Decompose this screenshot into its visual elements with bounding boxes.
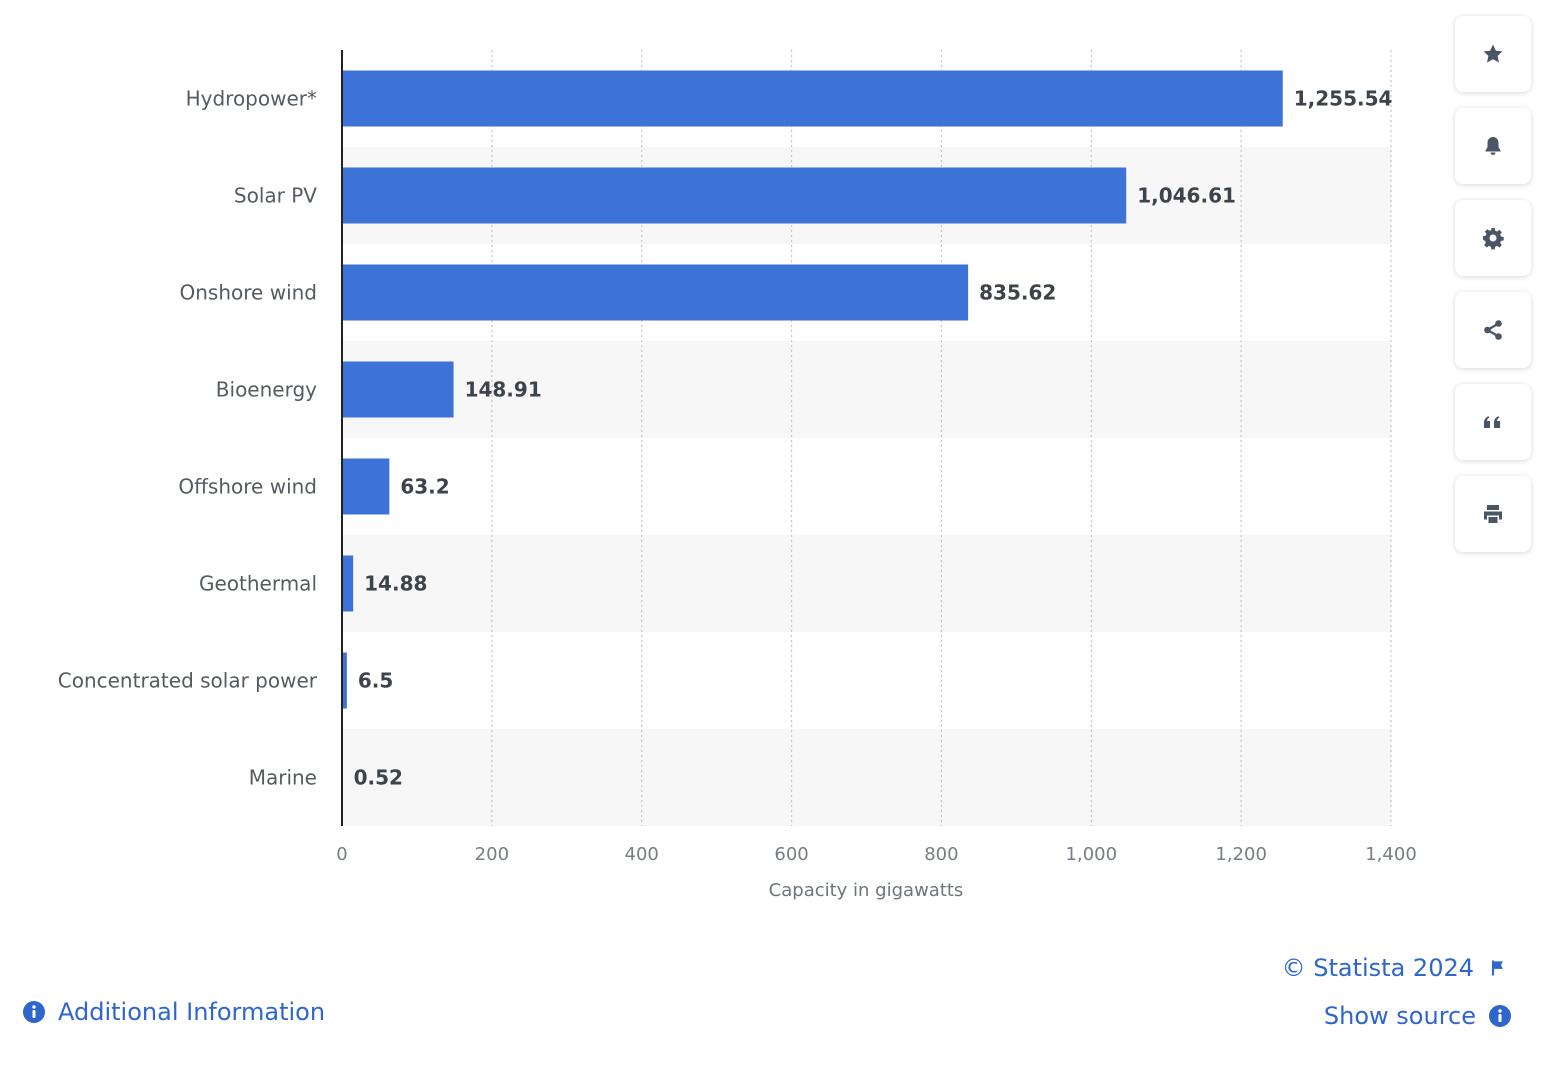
favorite-button[interactable] [1455,16,1531,92]
statista-copyright-link[interactable]: © Statista 2024 [1282,954,1508,982]
row-band [342,535,1391,632]
bar [342,361,454,418]
value-label: 6.5 [358,669,393,693]
notification-button[interactable] [1455,108,1531,184]
gridlines [491,50,1392,826]
share-icon [1484,320,1502,340]
value-label: 14.88 [364,572,427,596]
show-source-label: Show source [1323,1002,1476,1030]
copyright-label: © Statista 2024 [1281,954,1474,982]
x-tick-label: 400 [625,844,659,865]
info-icon [23,1001,45,1023]
x-tick-label: 1,400 [1365,844,1417,865]
x-tick-labels: 0 200 400 600 800 1,000 1,200 1,400 [336,844,1416,865]
printer-icon [1484,505,1502,523]
bar [342,555,354,612]
value-label: 835.62 [979,281,1056,305]
star-icon [1483,44,1503,63]
x-tick-label: 800 [924,844,958,865]
bars [342,70,1283,806]
flag-icon [1491,960,1503,976]
category-label: Geothermal [199,572,317,596]
bar [342,167,1127,224]
category-label: Bioenergy [216,378,317,402]
share-button[interactable] [1455,292,1531,368]
category-label: Offshore wind [178,475,317,499]
x-tick-label: 0 [336,844,347,865]
additional-information-label: Additional Information [58,998,326,1026]
bar [342,70,1283,127]
row-band [342,729,1391,826]
cite-button[interactable] [1455,384,1531,460]
bar [342,652,347,709]
value-label: 148.91 [465,378,542,402]
bar [342,458,390,515]
value-label: 1,255.54 [1294,87,1393,111]
x-axis-title: Capacity in gigawatts [769,880,964,901]
category-label: Marine [249,766,317,790]
bar-chart: Hydropower* Solar PV Onshore wind Bioenergy… [58,50,1417,901]
category-label: Hydropower* [186,87,317,111]
category-label: Solar PV [234,184,317,208]
info-icon [1489,1005,1511,1027]
print-button[interactable] [1455,476,1531,552]
x-tick-label: 1,000 [1066,844,1118,865]
value-label: 63.2 [400,475,449,499]
additional-information-link[interactable]: Additional Information [22,998,325,1026]
category-label: Concentrated solar power [58,669,318,693]
value-labels: 1,255.54 1,046.61 835.62 148.91 63.2 14.88 6.5… [354,87,1393,790]
settings-button[interactable] [1455,200,1531,276]
x-tick-label: 1,200 [1215,844,1267,865]
value-label: 0.52 [354,766,403,790]
value-label: 1,046.61 [1137,184,1236,208]
category-labels: Hydropower* Solar PV Onshore wind Bioenergy… [58,87,318,790]
x-tick-label: 200 [475,844,509,865]
bell-icon [1485,137,1501,155]
row-bands [342,147,1391,826]
bar [342,264,969,321]
show-source-link[interactable]: Show source [1324,1002,1512,1030]
category-label: Onshore wind [180,281,317,305]
quote-icon [1484,416,1500,428]
row-band [342,341,1391,438]
chart-toolbar [1455,16,1531,568]
gear-icon [1483,228,1504,250]
x-tick-label: 600 [774,844,808,865]
